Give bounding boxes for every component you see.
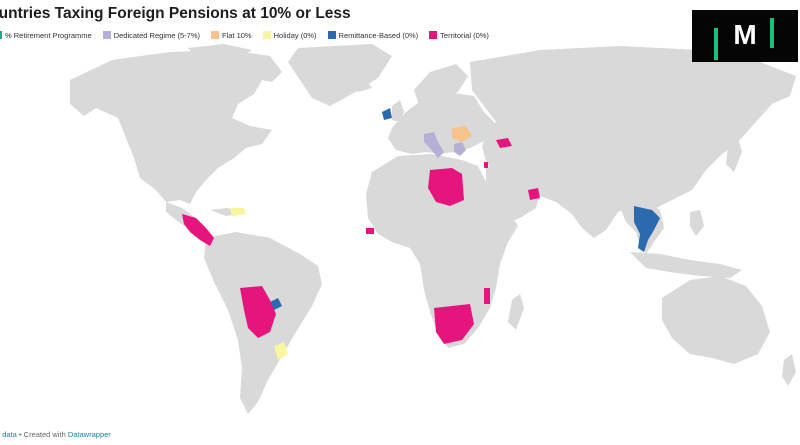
legend-item-retirement-programme: % Retirement Programme	[0, 31, 92, 40]
legend-label: Dedicated Regime (5-7%)	[113, 30, 200, 40]
landmass-great-britain	[392, 100, 404, 122]
landmass-new-zealand	[782, 354, 796, 386]
country-libya	[428, 168, 464, 206]
legend-label: % Retirement Programme	[5, 30, 92, 40]
legend-item-dedicated-regime: Dedicated Regime (5-7%)	[102, 30, 200, 40]
footer-created-text: • Created with	[16, 430, 68, 439]
legend-label: Holiday (0%)	[273, 30, 317, 40]
landmass-asia	[470, 46, 796, 238]
map-title: Countries Taxing Foreign Pensions at 10%…	[0, 5, 351, 22]
landmass-philippines	[690, 210, 704, 236]
country-caribbean-holiday	[230, 208, 246, 216]
legend-swatch	[211, 31, 219, 39]
legend-item-remittance-based: Remittance-Based (0%)	[327, 30, 419, 40]
publisher-logo: M	[692, 10, 798, 62]
source-link[interactable]: e data	[0, 430, 17, 439]
legend-swatch	[0, 31, 2, 39]
country-ireland	[382, 108, 392, 120]
logo-left-tick	[714, 52, 718, 60]
landmass-indonesia	[630, 252, 742, 278]
country-georgia	[496, 138, 512, 148]
legend: % Retirement Programme Dedicated Regime …	[0, 29, 500, 41]
landmass-madagascar	[508, 294, 524, 330]
country-uae	[528, 188, 540, 200]
country-malawi	[484, 288, 490, 304]
landmass-iceland	[352, 80, 372, 92]
landmass-europe	[388, 92, 496, 154]
legend-swatch	[262, 31, 271, 39]
datawrapper-link[interactable]: Datawrapper	[67, 430, 111, 439]
country-italy	[424, 132, 444, 158]
country-thailand	[634, 206, 660, 252]
legend-item-territorial: Territorial (0%)	[429, 31, 489, 40]
country-greece	[454, 142, 466, 156]
country-lebanon	[484, 162, 488, 168]
country-romania	[452, 126, 472, 142]
legend-label: Territorial (0%)	[440, 30, 489, 40]
landmass-japan	[726, 138, 742, 172]
legend-label: Remittance-Based (0%)	[338, 30, 419, 40]
logo-left-bar	[714, 28, 718, 52]
country-uruguay	[274, 342, 288, 360]
landmass-north-america	[70, 50, 282, 204]
landmass-scandinavia	[414, 64, 468, 108]
legend-swatch	[102, 31, 111, 39]
legend-swatch	[429, 31, 438, 39]
map-footer: e data • Created with Datawrapper	[0, 430, 111, 439]
landmass-africa	[366, 154, 518, 348]
world-map	[70, 44, 796, 414]
country-southern-africa	[434, 304, 474, 344]
legend-label: Flat 10%	[222, 30, 252, 40]
logo-letter: M	[733, 19, 757, 50]
country-bolivia-paraguay	[240, 286, 276, 338]
legend-swatch	[327, 31, 336, 39]
landmass-arctic-islands	[188, 44, 252, 64]
legend-item-flat-10: Flat 10%	[211, 31, 252, 40]
highlighted-countries	[182, 108, 660, 360]
legend-item-holiday: Holiday (0%)	[262, 30, 317, 40]
land-masses	[70, 44, 796, 414]
landmass-australia	[662, 276, 770, 364]
country-west-africa-small	[366, 228, 374, 234]
logo-right-bar	[770, 18, 774, 48]
landmass-greenland	[288, 44, 392, 106]
country-central-america	[182, 214, 214, 246]
